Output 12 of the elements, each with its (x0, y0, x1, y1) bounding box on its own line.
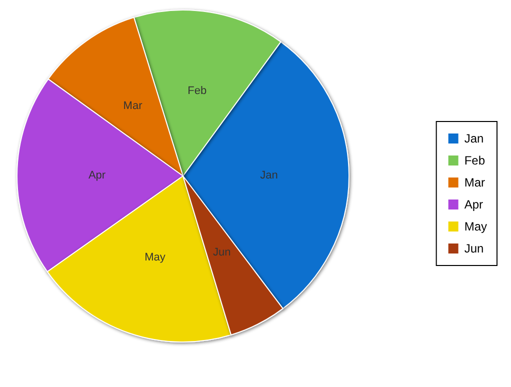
legend-label: Feb (464, 154, 486, 168)
legend-label: Jan (464, 132, 484, 146)
slice-label: May (144, 251, 166, 264)
legend-label: May (464, 220, 487, 234)
legend-label: Mar (464, 176, 485, 190)
slice-label: Mar (123, 100, 143, 112)
slice-label: Feb (188, 85, 207, 98)
legend-label: Jun (464, 242, 484, 256)
slice-label: Jan (260, 169, 278, 182)
legend-label: Apr (464, 198, 484, 212)
slice-label: Jun (213, 246, 231, 259)
slice-label: Apr (88, 170, 106, 182)
